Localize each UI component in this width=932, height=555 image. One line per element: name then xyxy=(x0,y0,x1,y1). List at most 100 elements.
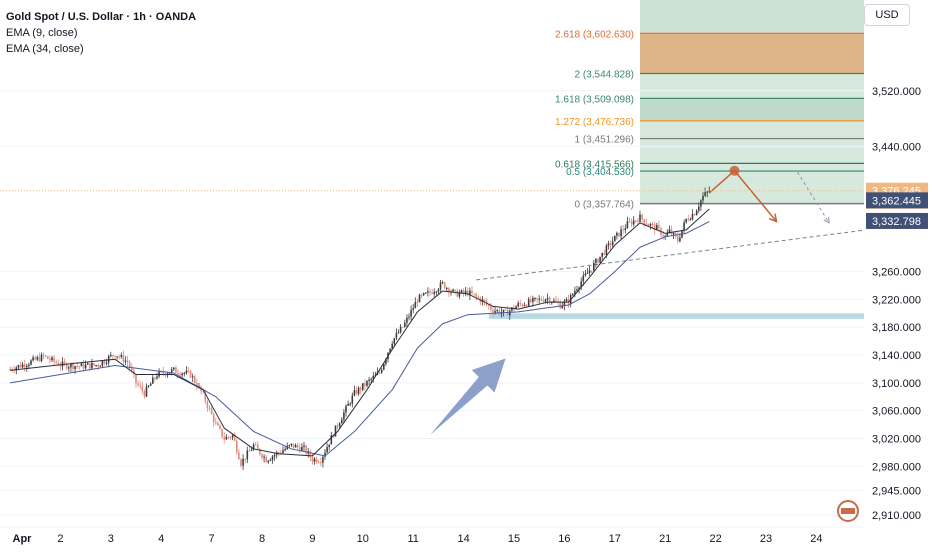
candle-body xyxy=(99,365,102,367)
candle-body xyxy=(334,425,337,437)
candle-body xyxy=(173,367,175,370)
candle xyxy=(296,442,299,450)
candle-body xyxy=(546,297,549,300)
candle-body xyxy=(584,273,587,276)
candle-body xyxy=(488,304,490,306)
y-tick-label: 3,100.000 xyxy=(872,378,921,390)
candle-body xyxy=(326,447,328,453)
candle-body xyxy=(231,434,234,438)
candle xyxy=(477,295,480,299)
candle-body xyxy=(97,365,99,367)
candle xyxy=(496,308,498,314)
candle xyxy=(511,306,513,313)
candle xyxy=(68,365,70,372)
candle-body xyxy=(527,299,530,307)
candle xyxy=(691,209,694,221)
candle xyxy=(34,355,36,361)
candle xyxy=(261,452,263,461)
candle-body xyxy=(653,224,656,231)
candle xyxy=(156,372,158,380)
y-tick-label: 3,060.000 xyxy=(872,406,921,418)
candle xyxy=(542,296,545,303)
candle xyxy=(91,358,93,370)
candle xyxy=(567,294,570,308)
y-tick-label: 2,980.000 xyxy=(872,461,921,473)
candle xyxy=(53,355,55,366)
candle-body xyxy=(105,362,108,364)
candle-body xyxy=(448,288,450,293)
candle xyxy=(51,355,53,363)
fib-label-1: 1 (3,451.296) xyxy=(575,135,635,146)
candle-body xyxy=(380,369,383,373)
candle xyxy=(414,297,417,309)
candle-body xyxy=(17,365,20,368)
candle-body xyxy=(65,363,68,369)
alt-projection-line xyxy=(797,171,830,224)
candle xyxy=(101,360,104,368)
candle-body xyxy=(347,403,349,406)
candle-body xyxy=(572,294,574,296)
ema-slow-legend[interactable]: EMA (34, close) xyxy=(6,43,84,55)
candle xyxy=(173,367,175,372)
candle-body xyxy=(708,191,711,193)
candle xyxy=(215,417,217,426)
candle-body xyxy=(34,357,36,360)
candle xyxy=(49,355,51,364)
candle xyxy=(643,219,645,228)
candle-body xyxy=(15,367,18,371)
candle xyxy=(565,297,568,302)
candle-body xyxy=(53,357,55,362)
candle xyxy=(126,355,129,367)
candle xyxy=(677,232,679,244)
candle-body xyxy=(397,332,400,334)
candle xyxy=(194,374,196,385)
candle xyxy=(555,295,557,303)
candle xyxy=(509,309,511,320)
tradingview-logo-icon xyxy=(837,500,859,522)
currency-button[interactable]: USD xyxy=(864,4,910,26)
candle xyxy=(206,399,209,412)
price-axis-bg xyxy=(864,0,932,550)
candle-body xyxy=(576,289,578,291)
candle-body xyxy=(698,206,700,211)
candle xyxy=(584,269,587,277)
candle-body xyxy=(49,358,51,361)
candle xyxy=(341,417,343,424)
candle xyxy=(120,352,123,359)
candle xyxy=(632,216,635,227)
candle-body xyxy=(586,272,589,274)
candle xyxy=(597,257,599,264)
candle-body xyxy=(204,392,207,402)
candle xyxy=(219,423,221,431)
candle xyxy=(437,288,440,294)
ema-fast-legend[interactable]: EMA (9, close) xyxy=(6,27,78,39)
candle-body xyxy=(355,390,358,394)
candle xyxy=(620,225,622,240)
candle xyxy=(462,288,465,297)
candle-body xyxy=(538,298,540,300)
candle-body xyxy=(215,422,217,424)
candle xyxy=(420,293,423,299)
candle-body xyxy=(72,363,74,370)
candle xyxy=(404,319,406,328)
candle xyxy=(452,288,454,293)
candle xyxy=(223,432,225,444)
candle xyxy=(454,289,456,295)
candle-body xyxy=(313,458,316,462)
candle-body xyxy=(217,422,219,426)
candle-body xyxy=(580,281,582,288)
candle xyxy=(410,305,412,321)
candle-body xyxy=(196,383,198,388)
candle-body xyxy=(509,310,511,316)
candle-body xyxy=(630,221,633,225)
candle-body xyxy=(679,237,681,242)
candle xyxy=(290,443,293,447)
candle xyxy=(418,293,421,303)
candle-body xyxy=(395,332,398,339)
candle-body xyxy=(689,219,692,221)
candle-body xyxy=(666,232,669,236)
candle xyxy=(107,354,110,368)
candle xyxy=(401,326,404,328)
